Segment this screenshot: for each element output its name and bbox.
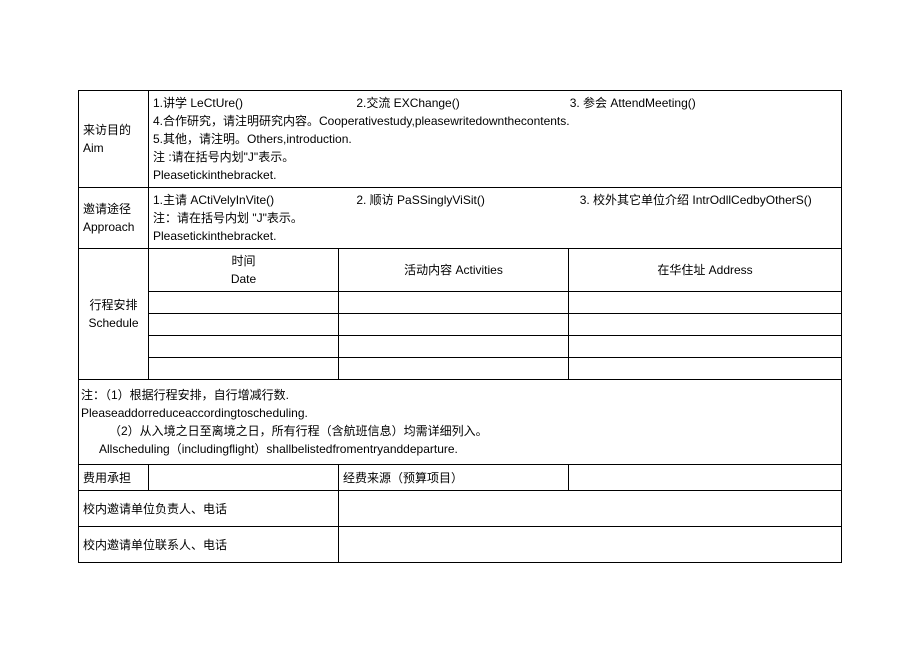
- aim-content: 1.讲学 LeCtUre() 2.交流 EXChange() 3. 参会 Att…: [149, 91, 842, 188]
- approach-row: 邀请途径 Approach 1.主请 ACtiVelyInVite() 2. 顺…: [79, 188, 842, 249]
- notes-n1: 注：（1）根据行程安排，自行增减行数.: [81, 386, 839, 404]
- fee-source-value[interactable]: [569, 465, 842, 491]
- schedule-label-cell: 行程安排 Schedule: [79, 249, 149, 380]
- notes-n2: （2）从入境之日至离境之日，所有行程（含航班信息）均需详细列入。: [81, 422, 839, 440]
- schedule-date-cn: 时间: [153, 252, 334, 270]
- notes-row: 注：（1）根据行程安排，自行增减行数. Pleaseaddorreduceacc…: [79, 380, 842, 465]
- schedule-date-en: Date: [153, 270, 334, 288]
- schedule-row-4: [79, 358, 842, 380]
- aim-row: 来访目的 Aim 1.讲学 LeCtUre() 2.交流 EXChange() …: [79, 91, 842, 188]
- aim-opt1: 1.讲学 LeCtUre(): [153, 94, 353, 112]
- approach-label-en: Approach: [83, 218, 144, 236]
- schedule-activities-header: 活动内容 Activities: [339, 249, 569, 292]
- approach-note-en: Pleasetickinthebracket.: [153, 227, 837, 245]
- schedule-row-3: [79, 336, 842, 358]
- aim-label-cell: 来访目的 Aim: [79, 91, 149, 188]
- form-table: 来访目的 Aim 1.讲学 LeCtUre() 2.交流 EXChange() …: [78, 90, 842, 563]
- aim-note-cn: 注 :请在括号内划"J"表示。: [153, 148, 837, 166]
- table-cell[interactable]: [569, 314, 842, 336]
- fee-value[interactable]: [149, 465, 339, 491]
- approach-opt1: 1.主请 ACtiVelyInVite(): [153, 191, 353, 209]
- schedule-label-en: Schedule: [83, 314, 144, 332]
- table-cell[interactable]: [339, 358, 569, 380]
- table-cell[interactable]: [339, 336, 569, 358]
- aim-label-en: Aim: [83, 139, 144, 157]
- table-cell[interactable]: [149, 292, 339, 314]
- aim-opt2: 2.交流 EXChange(): [356, 94, 566, 112]
- aim-opt4: 4.合作研究，请注明研究内容。Cooperativestudy,pleasewr…: [153, 112, 837, 130]
- schedule-label-cn: 行程安排: [83, 296, 144, 314]
- fee-label: 费用承担: [79, 465, 149, 491]
- table-cell[interactable]: [149, 314, 339, 336]
- table-cell[interactable]: [339, 314, 569, 336]
- table-cell[interactable]: [149, 336, 339, 358]
- contact-contact-value[interactable]: [339, 527, 842, 563]
- approach-note-cn: 注：请在括号内划 "J"表示。: [153, 209, 837, 227]
- schedule-row-1: [79, 292, 842, 314]
- aim-note-en: Pleasetickinthebracket.: [153, 166, 837, 184]
- schedule-header-row: 行程安排 Schedule 时间 Date 活动内容 Activities 在华…: [79, 249, 842, 292]
- contact-leader-row: 校内邀请单位负责人、电话: [79, 491, 842, 527]
- contact-leader-label: 校内邀请单位负责人、电话: [79, 491, 339, 527]
- table-cell[interactable]: [569, 336, 842, 358]
- notes-n1-en: Pleaseaddorreduceaccordingtoscheduling.: [81, 404, 839, 422]
- schedule-date-header: 时间 Date: [149, 249, 339, 292]
- approach-opt2: 2. 顺访 PaSSinglyViSit(): [356, 191, 576, 209]
- fee-row: 费用承担 经费来源（预算项目）: [79, 465, 842, 491]
- notes-n2-en: Allscheduling（includingflight）shallbelis…: [81, 440, 839, 458]
- aim-opt5: 5.其他，请注明。Others,introduction.: [153, 130, 837, 148]
- approach-label-cell: 邀请途径 Approach: [79, 188, 149, 249]
- aim-opt3: 3. 参会 AttendMeeting(): [570, 94, 696, 112]
- contact-contact-label: 校内邀请单位联系人、电话: [79, 527, 339, 563]
- approach-opt3: 3. 校外其它单位介绍 IntrOdllCedbyOtherS(): [580, 191, 812, 209]
- contact-leader-value[interactable]: [339, 491, 842, 527]
- contact-contact-row: 校内邀请单位联系人、电话: [79, 527, 842, 563]
- table-cell[interactable]: [569, 358, 842, 380]
- schedule-row-2: [79, 314, 842, 336]
- approach-label-cn: 邀请途径: [83, 200, 144, 218]
- table-cell[interactable]: [149, 358, 339, 380]
- aim-label-cn: 来访目的: [83, 121, 144, 139]
- notes-cell: 注：（1）根据行程安排，自行增减行数. Pleaseaddorreduceacc…: [79, 380, 842, 465]
- table-cell[interactable]: [339, 292, 569, 314]
- approach-content: 1.主请 ACtiVelyInVite() 2. 顺访 PaSSinglyViS…: [149, 188, 842, 249]
- schedule-address-header: 在华住址 Address: [569, 249, 842, 292]
- table-cell[interactable]: [569, 292, 842, 314]
- fee-source-label: 经费来源（预算项目）: [339, 465, 569, 491]
